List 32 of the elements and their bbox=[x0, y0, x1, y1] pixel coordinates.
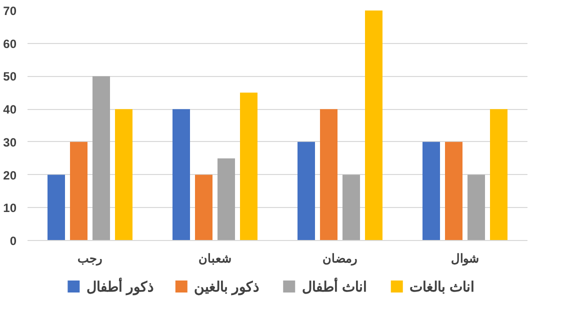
bar bbox=[320, 109, 338, 240]
bar bbox=[422, 142, 440, 240]
bar bbox=[490, 109, 508, 240]
bar bbox=[70, 142, 88, 240]
y-tick-label: 60 bbox=[3, 36, 17, 51]
y-tick-label: 20 bbox=[3, 168, 17, 182]
bar bbox=[195, 174, 212, 240]
legend-label: ذكور بالغين bbox=[194, 278, 260, 296]
bar bbox=[240, 92, 258, 240]
y-tick-label: 30 bbox=[3, 135, 17, 150]
x-tick-label: شوال bbox=[451, 252, 479, 266]
y-tick-label: 70 bbox=[3, 4, 17, 18]
bar bbox=[48, 174, 65, 240]
legend-label: اناث بالغات bbox=[410, 278, 475, 294]
legend-label: اناث أطفال bbox=[302, 276, 367, 294]
bar bbox=[468, 174, 485, 240]
bar bbox=[92, 76, 110, 240]
legend-label: ذكور أطفال bbox=[86, 276, 154, 296]
bar bbox=[115, 109, 132, 240]
y-tick-label: 10 bbox=[3, 201, 17, 216]
bar bbox=[365, 10, 382, 240]
x-tick-label: شعبان bbox=[198, 252, 232, 266]
y-tick-label: 0 bbox=[10, 234, 17, 248]
bar bbox=[172, 109, 190, 240]
y-tick-label: 40 bbox=[3, 102, 17, 117]
bar bbox=[342, 174, 360, 240]
x-tick-label: رمضان bbox=[322, 252, 358, 266]
bar bbox=[445, 142, 462, 240]
y-tick-label: 50 bbox=[3, 70, 17, 84]
x-tick-label: رجب bbox=[78, 252, 102, 266]
bar bbox=[218, 158, 235, 240]
bar bbox=[298, 142, 315, 240]
